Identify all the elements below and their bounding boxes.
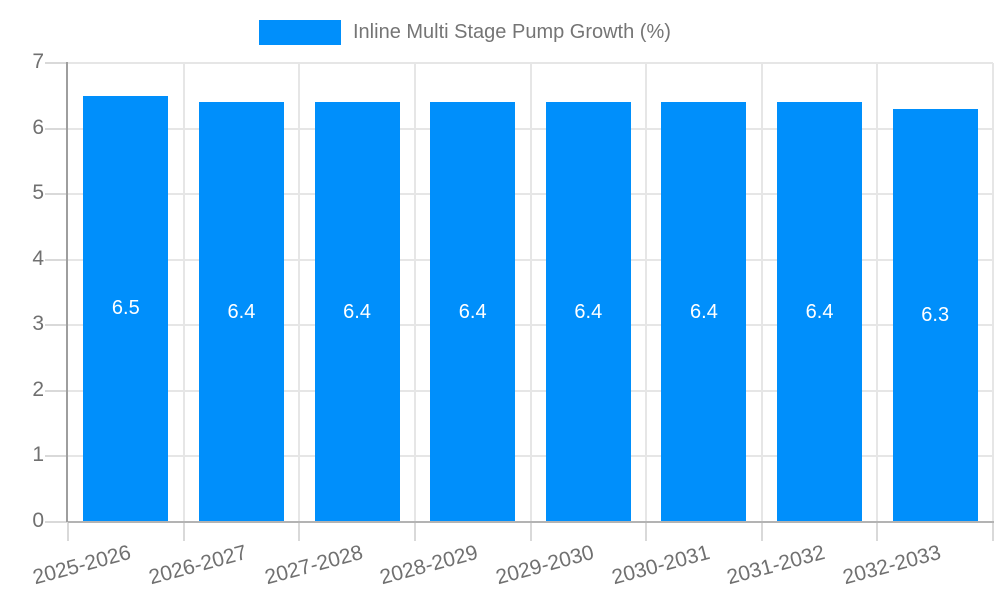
bar[interactable]: 6.4: [777, 102, 863, 522]
x-axis-label: 2025-2026: [30, 541, 134, 590]
gridline-vertical: [182, 63, 185, 522]
bar[interactable]: 6.4: [661, 102, 747, 522]
x-axis-label: 2028-2029: [377, 541, 481, 590]
y-axis-tick: [45, 193, 68, 196]
bar-value-label: 6.5: [111, 297, 140, 320]
y-axis-label: 6: [32, 115, 44, 139]
x-axis-tick: [992, 523, 994, 541]
x-axis-label: 2030-2031: [608, 541, 712, 590]
bar-value-label: 6.4: [574, 300, 603, 323]
x-axis-label: 2031-2032: [724, 541, 828, 590]
gridline-vertical: [992, 63, 994, 522]
y-axis-tick: [45, 127, 68, 130]
y-axis-label: 2: [32, 377, 44, 401]
x-axis-label: 2027-2028: [262, 541, 366, 590]
gridline-vertical: [876, 63, 879, 522]
bar-value-label: 6.4: [227, 300, 256, 323]
bar-value-label: 6.4: [690, 300, 718, 323]
bar[interactable]: 6.4: [430, 102, 516, 522]
bar[interactable]: 6.4: [545, 102, 631, 522]
y-axis-label: 5: [32, 181, 44, 205]
bar-value-label: 6.4: [343, 300, 371, 323]
gridline-vertical: [529, 63, 532, 522]
x-axis-tick: [645, 523, 648, 541]
gridline-vertical: [413, 63, 416, 522]
y-axis-label: 0: [32, 509, 44, 533]
legend-label: Inline Multi Stage Pump Growth (%): [353, 21, 671, 43]
y-axis-tick: [45, 521, 68, 523]
bar-value-label: 6.4: [458, 300, 487, 323]
y-axis-tick: [45, 324, 68, 327]
x-axis-tick: [876, 523, 879, 541]
legend-swatch-icon: [259, 20, 341, 45]
y-axis-tick: [45, 62, 68, 64]
bar[interactable]: 6.4: [314, 102, 400, 522]
gridline-vertical: [645, 63, 648, 522]
y-axis-label: 1: [32, 443, 44, 467]
x-axis-tick: [182, 523, 185, 541]
gridline-vertical: [298, 63, 301, 522]
bar[interactable]: 6.3: [892, 108, 978, 522]
x-axis-label: 2029-2030: [493, 541, 597, 590]
y-axis-label: 4: [32, 246, 44, 270]
plot-area: 0 1 2 3 4 5 6 7 6.5 6.4 6.4 6.4 6.4 6.4 6.4 6.3 2025-202…: [31, 50, 994, 589]
x-axis-tick: [413, 523, 416, 541]
bar[interactable]: 6.5: [83, 95, 169, 522]
x-axis-tick: [760, 523, 763, 541]
x-axis-tick: [529, 523, 532, 541]
x-axis-line: [68, 521, 994, 523]
y-axis-line: [66, 62, 68, 522]
x-axis-tick: [298, 523, 301, 541]
x-axis-label: 2032-2033: [840, 541, 944, 590]
y-axis-tick: [45, 389, 68, 392]
legend-item[interactable]: Inline Multi Stage Pump Growth (%): [259, 20, 671, 45]
bar-value-label: 6.3: [921, 303, 950, 326]
y-axis-label: 7: [32, 50, 44, 74]
gridline-vertical: [760, 63, 763, 522]
y-axis-tick: [45, 258, 68, 261]
bar[interactable]: 6.4: [198, 102, 284, 522]
x-axis-label: 2026-2027: [146, 541, 250, 590]
bar-value-label: 6.4: [805, 300, 834, 323]
x-axis-tick: [67, 523, 69, 541]
y-axis-label: 3: [32, 312, 44, 336]
y-axis-tick: [45, 455, 68, 458]
